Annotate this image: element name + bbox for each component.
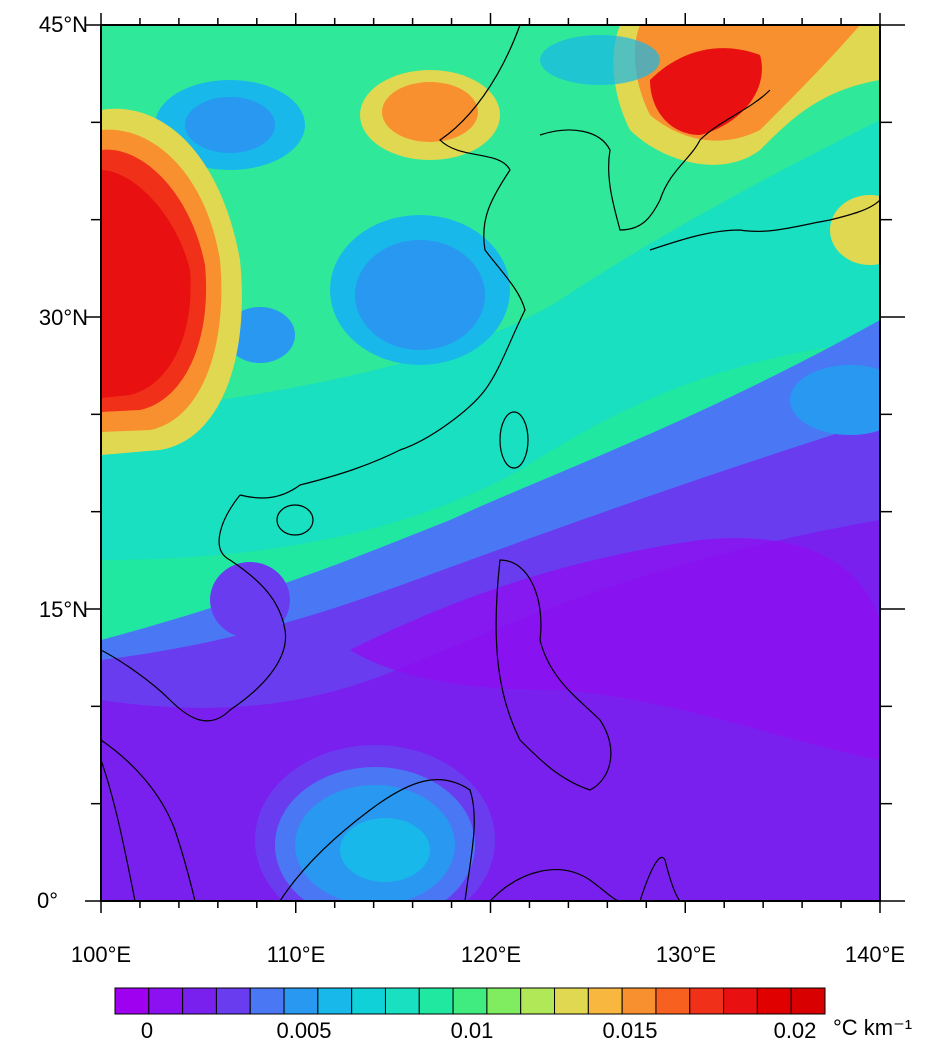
- blob-n-cyan: [540, 35, 660, 85]
- blob-east-blue: [790, 365, 880, 435]
- colorbar-swatch-13: [554, 987, 589, 1015]
- contour-field: [101, 25, 880, 901]
- blob-central-inner: [355, 240, 485, 350]
- coast-sulawesi: [489, 869, 621, 901]
- colorbar-swatch-4: [249, 987, 285, 1015]
- lat-label-15n: 15°N: [38, 597, 88, 622]
- colorbar-swatch-9: [418, 987, 454, 1015]
- axis-ticks: [85, 13, 905, 913]
- coast-taiwan: [499, 411, 529, 469]
- colorbar-label-0015: 0.015: [602, 1018, 658, 1043]
- colorbar-swatch-8: [384, 987, 420, 1015]
- blob-west: [225, 307, 295, 363]
- colorbar-swatch-19: [756, 987, 792, 1015]
- coast-hainan: [276, 504, 314, 536]
- field-purple-core: [350, 538, 880, 760]
- colorbar-swatch-11: [486, 987, 522, 1015]
- coast-indochina: [101, 494, 287, 722]
- colorbar-swatch-3: [215, 987, 251, 1015]
- coastlines: [101, 25, 880, 901]
- lon-label-110e: 110°E: [266, 942, 326, 967]
- coast-korea: [539, 89, 771, 231]
- colorbar-swatch-2: [182, 987, 217, 1015]
- colorbar-unit: °C km⁻¹: [833, 1015, 913, 1040]
- lon-label-100e: 100°E: [70, 942, 132, 967]
- colorbar-swatch-15: [621, 987, 657, 1015]
- colorbar-label-002: 0.02: [773, 1018, 817, 1043]
- blob-borneo-core: [340, 818, 430, 882]
- lat-label-30n: 30°N: [38, 305, 88, 330]
- colorbar-label-0: 0: [140, 1018, 154, 1043]
- colorbar-swatch-20: [790, 987, 826, 1015]
- blob-nw-inner: [185, 97, 275, 153]
- colorbar-swatch-1: [148, 987, 184, 1015]
- coast-malaysia: [101, 739, 196, 901]
- colorbar-swatch-16: [655, 987, 691, 1015]
- colorbar-swatch-18: [723, 987, 758, 1015]
- colorbar-swatch-0: [114, 987, 150, 1015]
- coast-halmahera: [639, 856, 681, 901]
- colorbar-swatch-17: [689, 987, 725, 1015]
- coast-china: [239, 25, 526, 499]
- colorbar-swatch-5: [283, 987, 319, 1015]
- blob-e-yellow: [830, 195, 880, 265]
- blob-ne-red: [650, 48, 762, 135]
- coast-japan: [649, 199, 880, 251]
- coast-sumatra: [101, 759, 136, 901]
- lat-label-45n: 45°N: [38, 12, 88, 37]
- coast-philippines: [495, 559, 612, 791]
- colorbar-label-001: 0.01: [450, 1018, 494, 1043]
- blob-indochina: [210, 562, 290, 638]
- lon-label-140e: 140°E: [844, 942, 906, 967]
- blob-west-red: [101, 170, 191, 398]
- lon-label-120e: 120°E: [460, 942, 522, 967]
- lon-label-130e: 130°E: [655, 942, 717, 967]
- colorbar-swatch-7: [351, 987, 386, 1015]
- colorbar-swatch-12: [520, 987, 556, 1015]
- coast-borneo: [279, 779, 475, 901]
- colorbar-label-0005: 0.005: [276, 1018, 332, 1043]
- colorbar-swatch-6: [317, 987, 353, 1015]
- colorbar: [114, 987, 826, 1015]
- blob-nc-orange: [382, 82, 478, 142]
- colorbar-swatch-14: [587, 987, 623, 1015]
- lat-label-0: 0°: [36, 888, 58, 913]
- colorbar-swatch-10: [452, 987, 488, 1015]
